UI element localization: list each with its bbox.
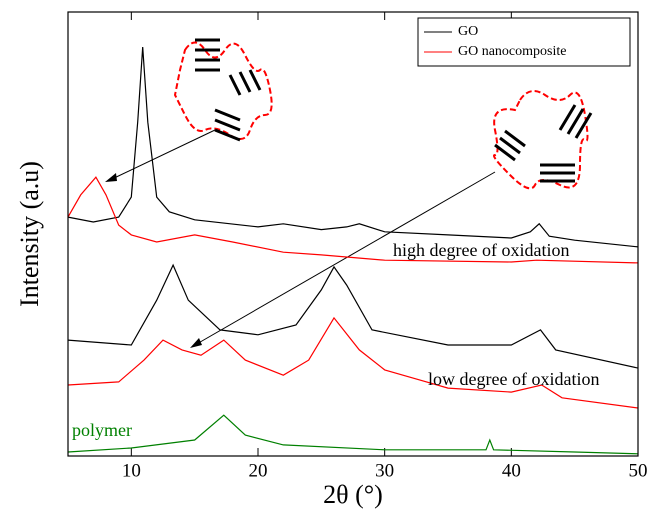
annotation: high degree of oxidation [393,240,569,260]
data-line [67,316,639,409]
legend: GO GO nanocomposite [417,17,631,67]
legend-box [417,17,631,67]
illustration-high [105,38,273,182]
legend-label: GO [458,24,478,39]
data-line [67,176,639,264]
y-axis-title: Intensity (a.u) [15,161,44,307]
data-line [67,263,639,369]
x-tick-label: 50 [629,460,648,481]
data-line [67,414,639,455]
x-tick-label: 30 [375,460,394,481]
plot-frame [67,11,639,457]
x-tick-label: 20 [249,460,268,481]
legend-label: GO nanocomposite [458,44,566,59]
data-line [67,47,639,248]
illustration-low [190,90,593,348]
annotation: low degree of oxidation [428,369,599,389]
x-tick-label: 40 [502,460,521,481]
x-tick-label: 10 [122,460,141,481]
x-axis-title: 2θ (°) [323,480,383,509]
annotation: polymer [72,420,132,440]
